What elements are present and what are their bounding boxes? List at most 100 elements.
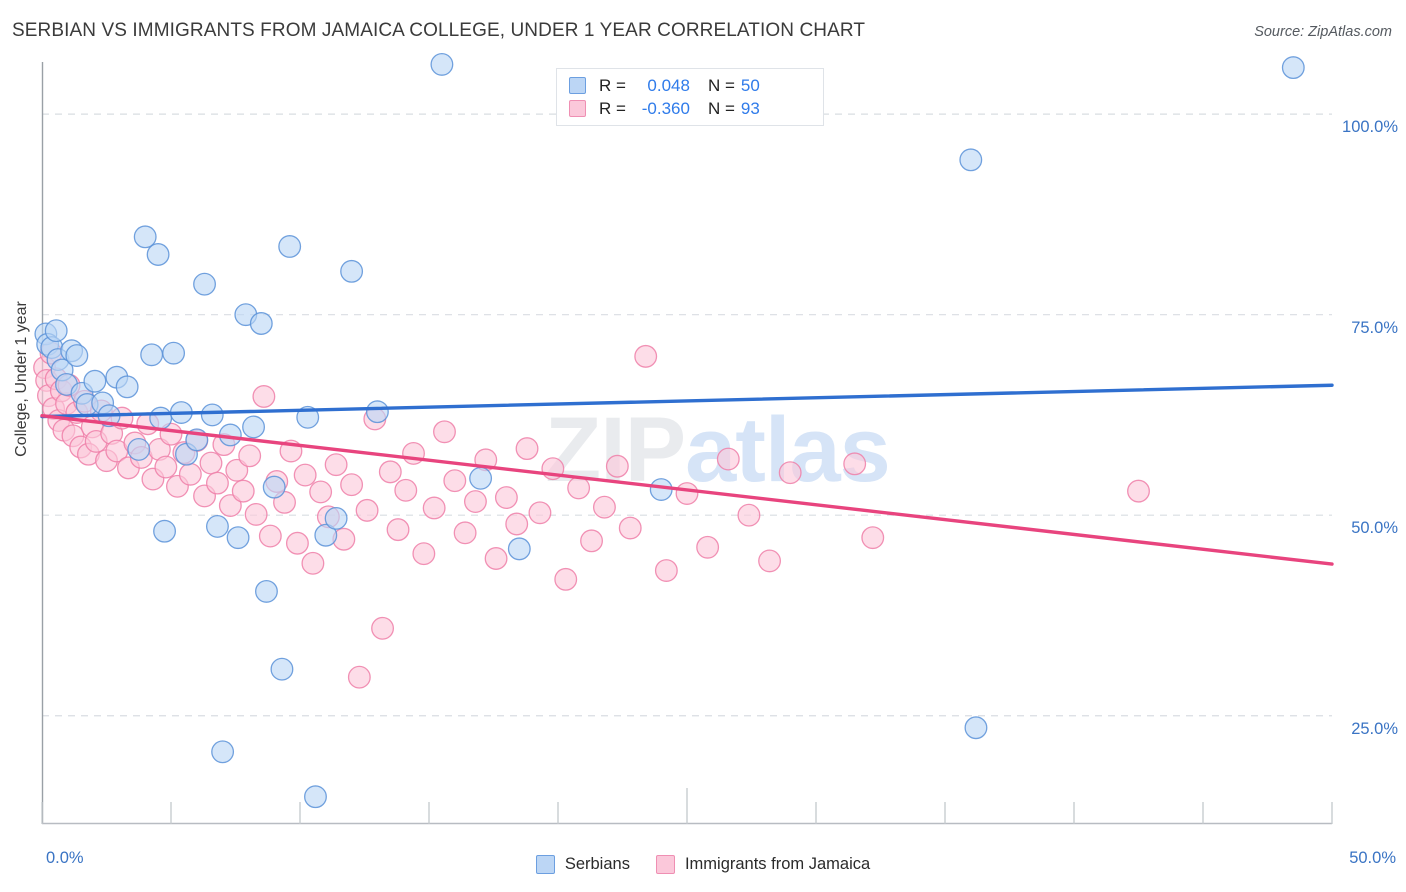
data-point (285, 531, 309, 555)
data-point (218, 494, 242, 518)
data-point (262, 475, 286, 499)
data-point (675, 482, 699, 505)
data-point (314, 523, 338, 547)
y-axis-tick-label: 50.0% (1351, 519, 1398, 538)
data-point (238, 444, 262, 468)
stats-r-label-serbians: R = (599, 75, 626, 95)
data-point (515, 437, 539, 461)
data-point (44, 319, 68, 343)
data-point (255, 579, 278, 603)
y-axis-title: College, Under 1 year (13, 301, 30, 457)
data-point (83, 369, 107, 393)
legend-label-jamaica: Immigrants from Jamaica (684, 855, 871, 873)
series-points-serbians (34, 52, 1305, 809)
data-point (959, 148, 983, 172)
data-point (324, 453, 348, 477)
data-point (843, 452, 867, 476)
legend-label-serbians: Serbians (564, 855, 630, 873)
stats-r-value-jamaica: -0.360 (641, 98, 690, 118)
data-point (258, 524, 282, 548)
data-point (115, 375, 139, 399)
data-point (347, 665, 371, 689)
stats-r-value-serbians: 0.048 (647, 75, 690, 95)
data-point (340, 259, 364, 283)
data-point (469, 466, 493, 490)
stats-r-label-jamaica: R = (599, 98, 626, 118)
data-point (309, 480, 333, 504)
data-point (200, 403, 224, 427)
data-point (443, 469, 467, 493)
data-point (365, 400, 389, 424)
data-point (65, 344, 89, 368)
data-point (199, 451, 223, 475)
data-point (463, 490, 487, 514)
data-point (1127, 479, 1150, 503)
data-point (484, 547, 508, 570)
data-point (193, 272, 216, 296)
data-point (133, 225, 157, 249)
data-point (371, 616, 395, 640)
data-point (225, 458, 249, 482)
data-point (205, 471, 229, 495)
data-point (592, 495, 616, 519)
data-point (146, 243, 170, 266)
series-legend: Serbians Immigrants from Jamaica (0, 855, 1406, 874)
data-point (696, 535, 720, 559)
data-point (154, 455, 178, 479)
data-point (964, 716, 988, 740)
data-point (618, 516, 642, 540)
data-point (505, 512, 529, 536)
data-point (716, 447, 740, 471)
trendline-jamaica (40, 414, 1334, 566)
y-axis-tick-label: 100.0% (1342, 118, 1398, 137)
legend-item-jamaica[interactable]: Immigrants from Jamaica (655, 855, 871, 874)
legend-swatch-jamaica (655, 855, 675, 874)
data-point (244, 502, 268, 526)
data-point (554, 567, 578, 591)
stats-row-serbians: R = 0.048 N = 50 (569, 74, 813, 97)
data-point (378, 460, 402, 484)
data-point (430, 52, 454, 76)
data-point (567, 476, 591, 500)
legend-item-serbians[interactable]: Serbians (535, 855, 630, 874)
data-point (340, 473, 364, 497)
data-point (153, 519, 177, 543)
data-point (1281, 56, 1305, 80)
data-point (494, 486, 518, 509)
legend-swatch-serbians (535, 855, 555, 874)
x-axis-min-label: 0.0% (46, 849, 84, 867)
data-point (861, 526, 885, 550)
data-point (231, 479, 255, 503)
data-point (140, 343, 164, 367)
data-point (178, 462, 202, 486)
data-point (226, 526, 250, 550)
data-point (162, 341, 186, 365)
data-point (386, 518, 410, 542)
data-point (127, 437, 151, 461)
stats-swatch-serbians (569, 77, 586, 94)
data-point (433, 420, 456, 444)
data-point (634, 344, 658, 368)
data-point (605, 454, 629, 478)
page-title: SERBIAN VS IMMIGRANTS FROM JAMAICA COLLE… (12, 20, 866, 41)
stats-swatch-jamaica (569, 100, 586, 117)
data-point (301, 551, 325, 575)
data-point (304, 785, 327, 809)
data-point (293, 463, 317, 487)
stats-n-label-jamaica: N = (707, 98, 735, 118)
data-point (654, 559, 678, 582)
stats-row-jamaica: R = -0.360 N = 93 (569, 97, 813, 120)
data-point (412, 542, 436, 566)
stats-n-value-serbians: 50 (740, 75, 760, 95)
plot-area (33, 52, 1334, 825)
source-attribution: Source: ZipAtlas.com (1254, 24, 1392, 40)
data-point (252, 385, 276, 408)
data-point (149, 406, 173, 430)
data-point (778, 461, 802, 485)
data-point (324, 506, 348, 530)
data-point (205, 514, 229, 538)
data-point (422, 496, 446, 520)
data-point (296, 405, 320, 429)
y-axis-tick-label: 25.0% (1351, 719, 1398, 738)
